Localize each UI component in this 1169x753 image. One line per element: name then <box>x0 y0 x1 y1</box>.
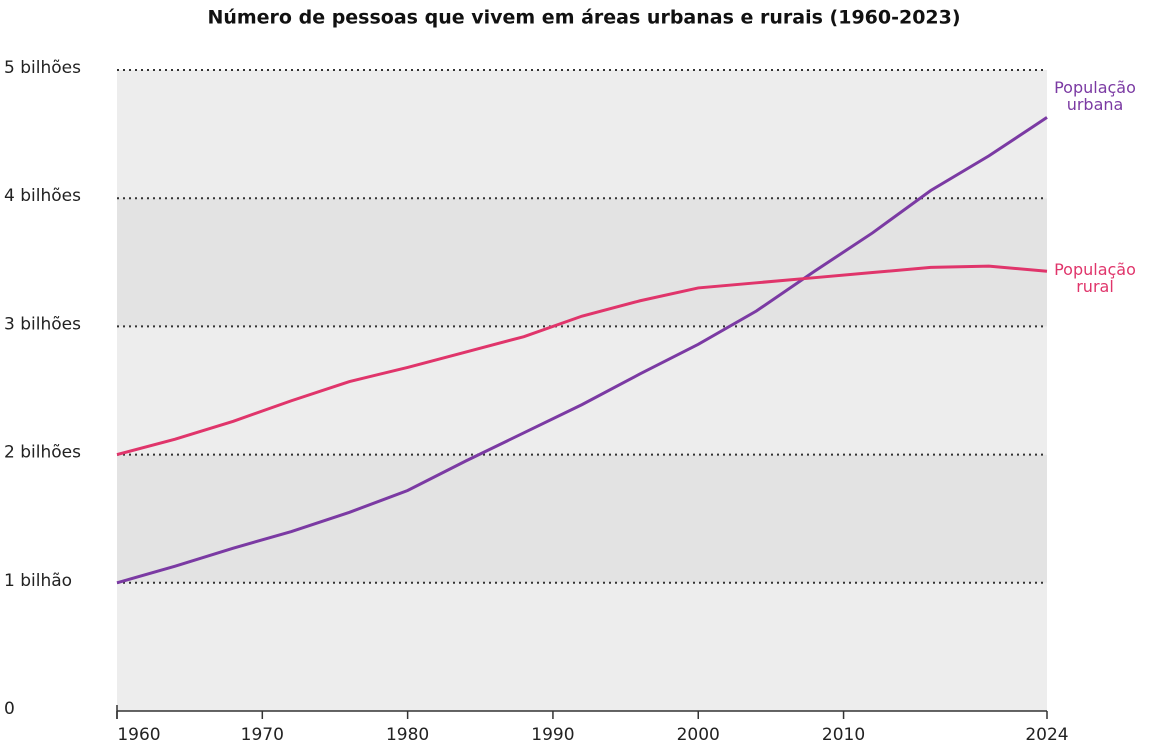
x-tick-label: 1990 <box>531 725 574 745</box>
line <box>116 264 1048 457</box>
x-tick-label: 1960 <box>117 725 160 745</box>
band <box>117 582 1047 711</box>
y-tick-label: 3 bilhões <box>4 314 81 334</box>
x-tick-label: 2000 <box>677 725 720 745</box>
band <box>117 454 1047 583</box>
x-tick-label: 1980 <box>386 725 429 745</box>
band <box>117 326 1047 455</box>
line <box>116 116 1048 585</box>
y-tick-label: 2 bilhões <box>4 443 81 463</box>
band <box>117 198 1047 327</box>
series-label: População urbana <box>1054 78 1136 115</box>
x-tick-label: 2024 <box>1025 725 1068 745</box>
y-tick-label: 5 bilhões <box>4 58 81 78</box>
band <box>117 70 1047 199</box>
x-tick-label: 1970 <box>241 725 284 745</box>
x-tick-label: 2010 <box>822 725 865 745</box>
y-tick-label: 1 bilhão <box>4 571 72 591</box>
series-label: População rural <box>1054 260 1136 297</box>
y-tick-label: 4 bilhões <box>4 186 81 206</box>
y-tick-label: 0 <box>4 699 15 719</box>
chart-title: Número de pessoas que vivem em áreas urb… <box>207 7 960 29</box>
